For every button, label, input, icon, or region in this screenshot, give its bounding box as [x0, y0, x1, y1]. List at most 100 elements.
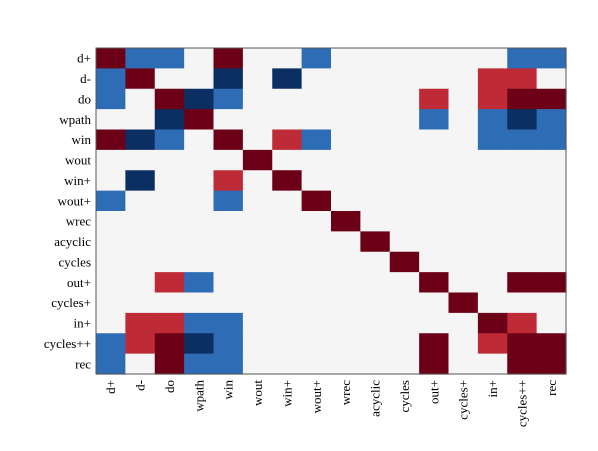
heatmap-cell-rec-out+	[419, 353, 450, 375]
column-label-rec: rec	[544, 380, 559, 396]
heatmap-cell-do-cycles+	[448, 88, 479, 110]
heatmap-cell-do-cycles	[389, 88, 420, 110]
heatmap-cell-d+-rec	[536, 48, 567, 69]
heatmap-cell-in+-d+	[96, 312, 126, 334]
column-label-wrec: wrec	[338, 380, 353, 405]
row-label-acyclic: acyclic	[54, 234, 91, 249]
column-label-in+: in+	[485, 380, 500, 397]
heatmap-cell-win-wout+	[301, 129, 332, 151]
heatmap-cell-wrec-win	[213, 211, 244, 232]
heatmap-cell-acyclic-out+	[419, 231, 450, 253]
heatmap-cell-wout+-win	[213, 190, 244, 212]
heatmap-cell-rec-win+	[272, 353, 303, 375]
column-label-cycles+: cycles+	[456, 380, 471, 420]
heatmap-cell-cycles+-in+	[477, 292, 508, 314]
heatmap-cell-wout+-wpath	[184, 190, 215, 212]
heatmap-cell-cycles+-acyclic	[360, 292, 391, 314]
heatmap-cell-win-cycles+	[448, 129, 479, 151]
heatmap-cell-d+-win	[213, 48, 244, 69]
heatmap-cell-d--wrec	[331, 68, 361, 90]
heatmap-cell-cycles++-win	[213, 333, 244, 355]
heatmap-cell-in+-win	[213, 312, 244, 334]
heatmap-cell-out+-win+	[272, 272, 303, 294]
row-labels: d+ d-do wpath win wout win+ wout+ wrec acyclic cy…	[44, 51, 92, 372]
heatmap-cell-cycles-wout+	[301, 251, 332, 273]
heatmap-cell-do-d+	[96, 88, 126, 110]
heatmap-cell-d+-cycles	[389, 48, 420, 69]
heatmap-cell-win-wout	[242, 129, 273, 151]
heatmap-cell-wrec-rec	[536, 211, 567, 232]
heatmap-cell-wout+-in+	[477, 190, 508, 212]
heatmap-cell-do-wout+	[301, 88, 332, 110]
heatmap-cell-wout+-acyclic	[360, 190, 391, 212]
heatmap-cell-cycles-do	[154, 251, 185, 273]
heatmap-cell-cycles-out+	[419, 251, 450, 273]
heatmap-cell-wrec-win+	[272, 211, 303, 232]
heatmap-cell-wout-wrec	[331, 149, 361, 171]
heatmap-cell-wpath-cycles++	[507, 109, 538, 131]
heatmap-cell-wout+-do	[154, 190, 185, 212]
heatmap-cell-d+-wpath	[184, 48, 215, 69]
heatmap-cell-acyclic-acyclic	[360, 231, 391, 253]
heatmap-cell-wrec-cycles+	[448, 211, 479, 232]
heatmap-cell-d+-wout+	[301, 48, 332, 69]
column-label-win+: win+	[279, 380, 294, 407]
heatmap-cell-wout-cycles+	[448, 149, 479, 171]
heatmap-cell-d--wout	[242, 68, 273, 90]
heatmap-cell-cycles++-wrec	[331, 333, 361, 355]
heatmap-cell-win+-rec	[536, 170, 567, 192]
heatmap-cell-acyclic-d-	[125, 231, 156, 253]
row-label-wout: wout	[65, 153, 91, 168]
heatmap-cell-do-d-	[125, 88, 156, 110]
heatmap-cell-do-do	[154, 88, 185, 110]
heatmap-cell-wout-do	[154, 149, 185, 171]
heatmap-cell-wrec-cycles++	[507, 211, 538, 232]
row-label-cycles: cycles	[59, 254, 91, 269]
heatmap-cell-win+-d+	[96, 170, 126, 192]
heatmap-cell-cycles++-d-	[125, 333, 156, 355]
heatmap-cell-do-acyclic	[360, 88, 391, 110]
heatmap-cell-out+-cycles++	[507, 272, 538, 294]
heatmap-cell-d+-wout	[242, 48, 273, 69]
row-label-d-: d-	[80, 71, 91, 86]
heatmap-cell-win+-wpath	[184, 170, 215, 192]
heatmap-cell-wout-d+	[96, 149, 126, 171]
heatmap-cell-wrec-out+	[419, 211, 450, 232]
heatmap-cell-out+-in+	[477, 272, 508, 294]
heatmap-cell-rec-cycles	[389, 353, 420, 375]
heatmap-cell-cycles-cycles	[389, 251, 420, 273]
heatmap-cell-d--wpath	[184, 68, 215, 90]
heatmap-cell-do-in+	[477, 88, 508, 110]
heatmap-cell-win+-do	[154, 170, 185, 192]
heatmap-cell-win-d-	[125, 129, 156, 151]
row-label-rec: rec	[75, 356, 91, 371]
heatmap-cell-out+-do	[154, 272, 185, 294]
heatmap-cell-d--d+	[96, 68, 126, 90]
heatmap-cell-rec-wout	[242, 353, 273, 375]
heatmap-cell-rec-win	[213, 353, 244, 375]
heatmap-cell-wout+-d+	[96, 190, 126, 212]
heatmap-cell-rec-rec	[536, 353, 567, 375]
heatmap-cell-win+-d-	[125, 170, 156, 192]
heatmap-cell-wout-cycles	[389, 149, 420, 171]
heatmap-cell-rec-d+	[96, 353, 126, 375]
heatmap-cell-out+-wout+	[301, 272, 332, 294]
heatmap-cell-do-out+	[419, 88, 450, 110]
heatmap-cell-d+-cycles++	[507, 48, 538, 69]
heatmap-cell-cycles+-out+	[419, 292, 450, 314]
heatmap-cell-cycles-wrec	[331, 251, 361, 273]
heatmap-cell-cycles+-d+	[96, 292, 126, 314]
heatmap-cell-win+-win+	[272, 170, 303, 192]
heatmap-cell-win+-wout	[242, 170, 273, 192]
heatmap-cell-rec-wrec	[331, 353, 361, 375]
heatmap-cell-win-win+	[272, 129, 303, 151]
heatmap-cell-win-win	[213, 129, 244, 151]
heatmap-cell-in+-rec	[536, 312, 567, 334]
heatmap-cell-win+-cycles++	[507, 170, 538, 192]
heatmap-cell-out+-win	[213, 272, 244, 294]
heatmap-cell-d+-out+	[419, 48, 450, 69]
heatmap-cell-in+-do	[154, 312, 185, 334]
heatmap-cell-cycles++-acyclic	[360, 333, 391, 355]
column-label-cycles: cycles	[397, 380, 412, 412]
